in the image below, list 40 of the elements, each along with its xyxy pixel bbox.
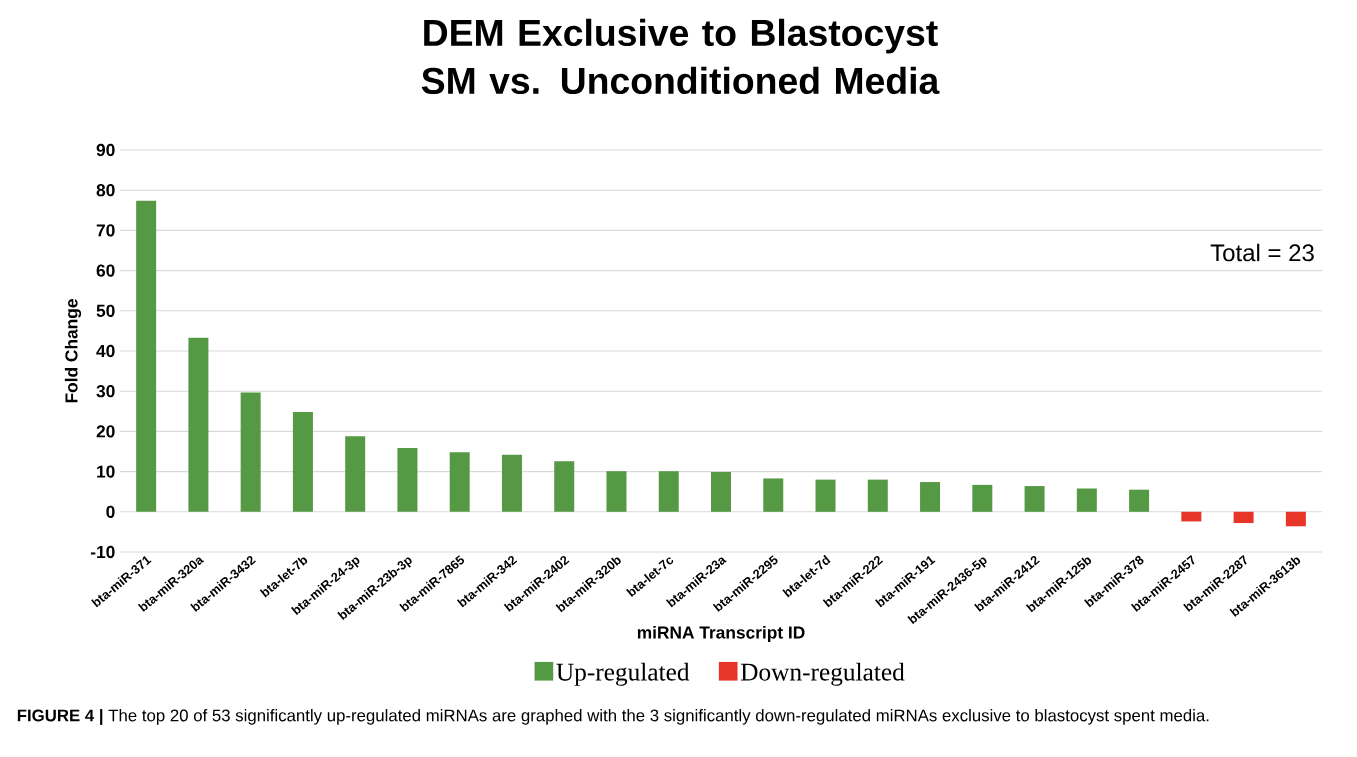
bar [554, 461, 575, 512]
bar [1181, 511, 1202, 522]
legend-label: Up-regulated [556, 662, 690, 686]
bar [972, 484, 993, 512]
y-tick-label: 10 [97, 465, 115, 478]
chart-title: DEM Exclusive to Blastocyst SM vs. Unconditioned Media [421, 18, 940, 95]
bar [658, 471, 679, 512]
bar [867, 479, 888, 512]
bar [501, 454, 522, 512]
bar [292, 412, 313, 512]
legend-label: Down-regulated [740, 662, 905, 686]
y-tick-label: 30 [96, 385, 115, 398]
bar [188, 337, 209, 512]
text: FIGURE 4 | The top 20 of 53 significantly up-regulated miRNAs are graphed with the 3 significantly down-regulated miRNAs exclusive to blastocyst spent media. [17, 709, 1209, 725]
y-tick-label: 50 [96, 304, 115, 317]
x-axis-title: miRNA Transcript ID [637, 625, 805, 643]
annotation: Total = 23 [1210, 243, 1314, 262]
y-tick-label: 40 [96, 344, 115, 358]
bar [345, 436, 366, 512]
bar [711, 472, 731, 512]
bar [136, 200, 157, 512]
bar [1285, 511, 1306, 527]
bar [397, 447, 418, 512]
bar [449, 452, 470, 512]
y-tick-label: 60 [96, 264, 115, 277]
bar [606, 471, 627, 512]
bar [1129, 489, 1150, 512]
bar [1024, 486, 1045, 512]
y-tick-label: 20 [96, 425, 115, 438]
bar [1233, 511, 1254, 524]
bar [920, 482, 941, 512]
bar [815, 479, 836, 512]
bar [763, 478, 784, 512]
bar [1076, 488, 1097, 512]
y-tick-label: 80 [96, 184, 115, 197]
y-axis-title: Fold Change [64, 299, 82, 403]
y-tick-label: 90 [96, 143, 115, 157]
y-tick-label: 0 [106, 505, 115, 518]
y-tick-label: 70 [96, 224, 115, 237]
bar [240, 392, 261, 512]
